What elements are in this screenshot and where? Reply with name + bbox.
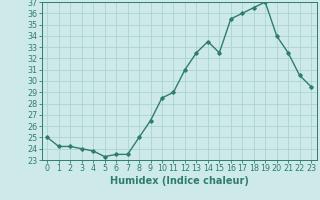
- X-axis label: Humidex (Indice chaleur): Humidex (Indice chaleur): [110, 176, 249, 186]
